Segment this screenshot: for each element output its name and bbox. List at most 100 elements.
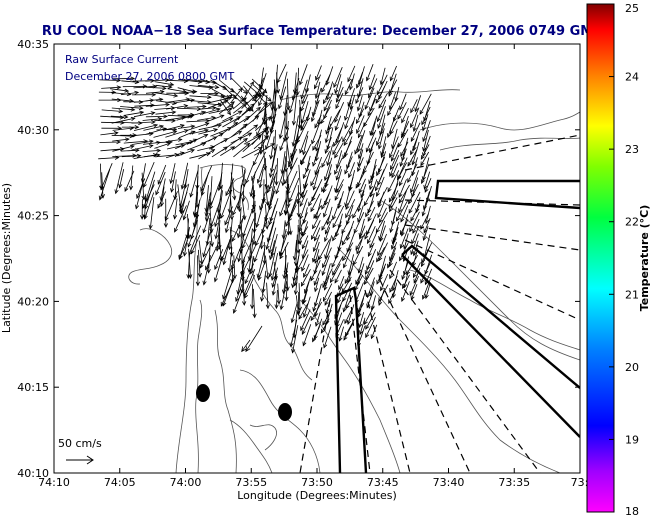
current-vector-head bbox=[357, 342, 361, 348]
current-vector-head bbox=[311, 196, 316, 202]
current-vector bbox=[190, 234, 201, 254]
current-vector bbox=[298, 212, 308, 232]
current-vector bbox=[303, 162, 311, 179]
current-vector-head bbox=[363, 280, 368, 286]
current-vector bbox=[177, 149, 195, 157]
current-vector bbox=[371, 324, 378, 339]
current-vector-head bbox=[151, 119, 156, 125]
current-vector bbox=[355, 232, 366, 250]
current-vector bbox=[413, 268, 421, 283]
current-vector-head bbox=[368, 179, 373, 185]
current-vector bbox=[280, 281, 287, 310]
current-vector-head bbox=[288, 108, 293, 114]
current-vector-head bbox=[152, 153, 158, 158]
current-vector-head bbox=[412, 251, 417, 257]
current-vector bbox=[290, 319, 298, 347]
current-vector bbox=[179, 240, 188, 259]
current-vector bbox=[403, 233, 409, 249]
current-vector-head bbox=[269, 154, 274, 160]
current-vector-head bbox=[205, 240, 210, 246]
current-vector bbox=[334, 298, 344, 319]
current-vector-head bbox=[258, 101, 263, 107]
current-vector bbox=[358, 101, 365, 118]
current-vector-head bbox=[162, 86, 167, 91]
current-vector-head bbox=[390, 165, 394, 171]
current-vector-head bbox=[114, 189, 119, 195]
current-vector bbox=[233, 143, 250, 158]
scale-legend-arrow bbox=[66, 455, 94, 465]
current-vector bbox=[121, 155, 141, 158]
current-vector bbox=[410, 99, 418, 113]
current-vector bbox=[401, 121, 410, 138]
current-vector bbox=[299, 64, 308, 85]
current-vector bbox=[332, 136, 343, 155]
current-vector bbox=[367, 142, 374, 165]
current-vector bbox=[356, 239, 363, 254]
current-vector bbox=[280, 71, 288, 100]
current-vector bbox=[324, 275, 330, 291]
current-vector bbox=[242, 169, 245, 202]
current-vector bbox=[268, 227, 277, 253]
current-vector bbox=[356, 115, 365, 134]
current-vector bbox=[312, 212, 321, 229]
current-vector-head bbox=[420, 278, 425, 284]
current-vector bbox=[371, 295, 376, 311]
current-vector-head bbox=[291, 120, 297, 126]
current-vector-head bbox=[222, 294, 227, 300]
current-vector bbox=[244, 274, 256, 299]
current-vector-head bbox=[268, 173, 274, 179]
current-vector bbox=[187, 100, 211, 103]
colorbar-tick-label: 18 bbox=[625, 505, 639, 518]
current-vector-head bbox=[355, 99, 360, 105]
current-vector-head bbox=[376, 279, 381, 285]
current-vector-head bbox=[260, 91, 265, 96]
current-vector bbox=[354, 135, 363, 155]
current-vector-head bbox=[279, 305, 284, 311]
current-vector-head bbox=[354, 149, 359, 155]
current-vector-head bbox=[420, 155, 425, 160]
current-vector-head bbox=[292, 256, 297, 261]
current-vector bbox=[376, 263, 387, 285]
current-vector bbox=[377, 106, 386, 129]
current-vector-head bbox=[172, 100, 178, 106]
current-vector-head bbox=[341, 240, 346, 246]
current-vector-head bbox=[230, 88, 235, 93]
current-vector-head bbox=[243, 137, 248, 143]
current-vector-head bbox=[199, 263, 204, 269]
current-vector bbox=[315, 198, 322, 219]
current-vector bbox=[341, 226, 353, 245]
current-vector-head bbox=[163, 223, 168, 228]
current-vector bbox=[197, 117, 216, 121]
current-vector bbox=[310, 165, 321, 186]
current-vector bbox=[315, 312, 321, 327]
current-vector-head bbox=[392, 237, 397, 243]
current-vector-head bbox=[334, 314, 339, 320]
current-vector-head bbox=[347, 77, 352, 83]
current-vector-head bbox=[271, 290, 276, 296]
current-vector-head bbox=[202, 228, 207, 234]
current-vector-head bbox=[253, 257, 258, 263]
current-vector-head bbox=[367, 208, 372, 214]
current-vector bbox=[380, 273, 389, 291]
current-vector bbox=[142, 184, 155, 209]
current-vector-head bbox=[358, 188, 363, 194]
current-vector-head bbox=[219, 114, 225, 119]
current-vector bbox=[303, 263, 310, 278]
current-vector bbox=[267, 170, 278, 193]
current-vector bbox=[400, 205, 409, 222]
current-vector bbox=[289, 88, 298, 113]
current-vector-head bbox=[209, 242, 214, 248]
current-vector bbox=[294, 72, 297, 94]
current-vector bbox=[241, 115, 259, 130]
current-vector bbox=[411, 226, 420, 244]
current-vector bbox=[239, 207, 242, 229]
current-vector bbox=[198, 128, 218, 135]
current-vector bbox=[313, 291, 320, 312]
current-vector-head bbox=[422, 137, 427, 143]
current-vector bbox=[265, 255, 269, 280]
current-vector bbox=[269, 246, 277, 277]
current-vector bbox=[332, 224, 341, 241]
current-vector bbox=[332, 255, 344, 275]
current-vector bbox=[201, 171, 210, 196]
current-vector bbox=[187, 142, 206, 151]
